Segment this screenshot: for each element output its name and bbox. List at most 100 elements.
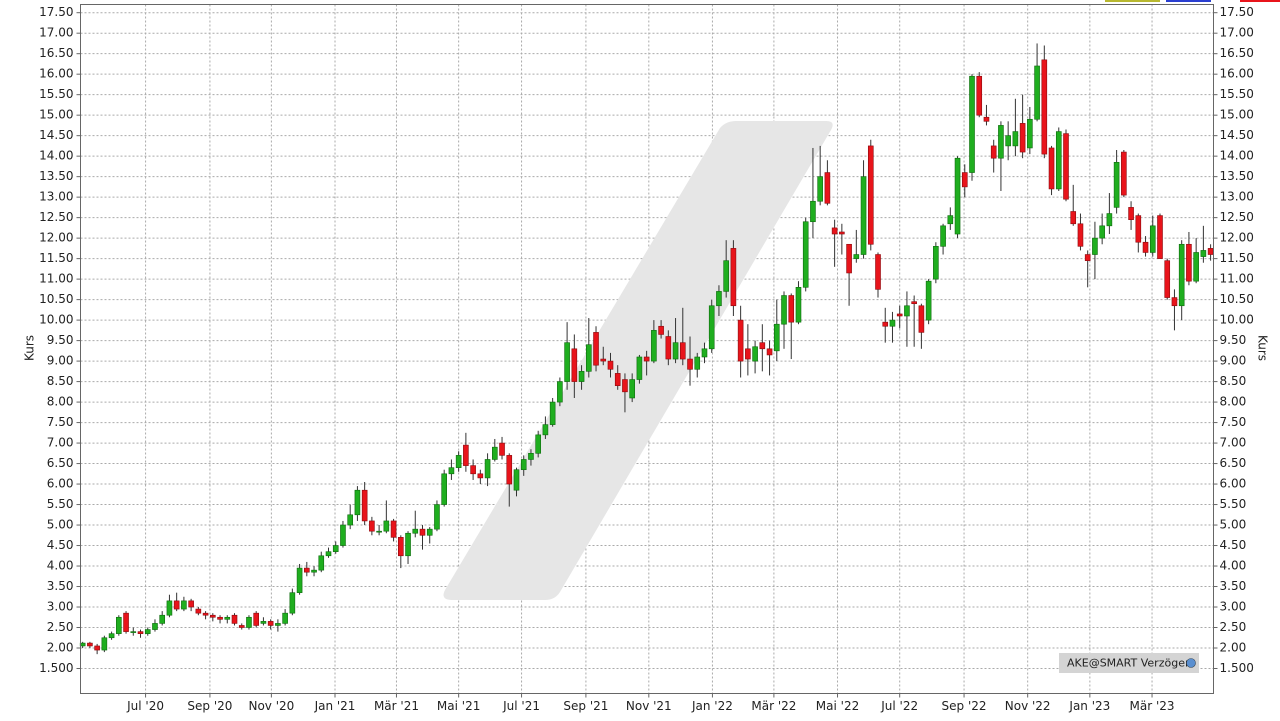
y-tick-label: 15.00 [39, 108, 73, 122]
candle-body [788, 295, 795, 323]
candle-body [542, 424, 549, 436]
y-tick-label: 11.00 [39, 272, 73, 286]
y-tick-label: 17.50 [39, 5, 73, 19]
candle-body [578, 371, 585, 382]
y-axis-label: Kurs [23, 335, 37, 361]
y2-tick-label: 7.50 [1220, 415, 1247, 429]
candle-body [470, 465, 476, 475]
candle-body [1041, 59, 1048, 155]
candle-body [463, 444, 469, 466]
candle-body [289, 592, 296, 614]
y-tick-label: 4.50 [47, 538, 74, 552]
x-tick-label: Jul '20 [126, 699, 164, 713]
axes: 1.500 1.500 2.00 2.00 2.50 2.50 3.00 3.00 3.50 3.… [39, 5, 1254, 713]
x-tick-label: Jan '21 [314, 699, 356, 713]
candle-body [296, 567, 303, 593]
candle-body [202, 612, 209, 616]
candle-body [889, 319, 896, 327]
candle-body [1149, 225, 1156, 253]
candle-body [412, 528, 419, 534]
candle-body [896, 313, 903, 317]
candle-body [1113, 162, 1120, 208]
candle-body [506, 455, 513, 485]
candle-body [318, 555, 325, 571]
candle-body [773, 323, 780, 352]
y2-tick-label: 7.00 [1220, 436, 1247, 450]
candle-body [940, 225, 946, 247]
y-tick-label: 14.50 [39, 128, 73, 142]
y2-tick-label: 14.50 [1220, 128, 1254, 142]
candle-body [1186, 243, 1192, 282]
candle-body [390, 520, 397, 538]
y2-axis-label: Kurs [1256, 335, 1270, 361]
y2-tick-label: 8.00 [1220, 395, 1247, 409]
candle-body [253, 612, 259, 626]
candle-body [325, 551, 332, 557]
candle-body [1092, 237, 1098, 255]
candles [79, 43, 1214, 655]
y2-tick-label: 5.50 [1220, 497, 1247, 511]
candle-body [195, 608, 202, 614]
y-tick-label: 2.00 [47, 641, 74, 655]
candle-body [1142, 241, 1149, 253]
candle-body [976, 75, 983, 116]
x-tick-label: Jan '22 [691, 699, 733, 713]
candle-body [499, 442, 505, 456]
candle-body [1048, 147, 1055, 190]
candle-body [1207, 248, 1214, 255]
candle-body [376, 530, 382, 533]
candle-body [484, 459, 491, 479]
candle-body [1121, 151, 1127, 196]
candle-body [875, 254, 881, 290]
candle-body [1019, 123, 1026, 153]
candle-body [332, 545, 339, 552]
candle-body [1063, 133, 1069, 200]
candle-body [426, 528, 433, 536]
grid [80, 4, 1214, 694]
y2-tick-label: 3.00 [1220, 600, 1247, 614]
legend-swatch [1166, 0, 1211, 2]
candle-body [1178, 243, 1185, 307]
x-tick-label: Nov '22 [1005, 699, 1051, 713]
y-tick-label: 8.50 [47, 374, 74, 388]
candle-body [1077, 223, 1084, 247]
candle-body [781, 295, 787, 325]
y-tick-label: 3.50 [47, 579, 74, 593]
candle-body [1171, 297, 1178, 307]
legend-swatch [1105, 0, 1160, 2]
candle-body [275, 623, 281, 626]
y2-tick-label: 6.00 [1220, 477, 1247, 491]
y2-tick-label: 4.50 [1220, 538, 1247, 552]
y-tick-label: 12.00 [39, 231, 73, 245]
candle-body [217, 616, 223, 620]
candle-body [600, 358, 607, 362]
candle-body [361, 489, 368, 522]
candle-body [593, 332, 599, 366]
y-tick-label: 2.50 [47, 620, 74, 634]
globe-icon [1186, 658, 1196, 668]
candle-body [651, 330, 657, 362]
candle-body [1055, 131, 1062, 190]
candle-body [1084, 254, 1091, 261]
candle-body [961, 172, 968, 188]
y-tick-label: 6.00 [47, 477, 74, 491]
candle-body [585, 344, 592, 372]
x-tick-label: Jan '23 [1068, 699, 1110, 713]
candle-body [983, 116, 990, 122]
candle-body [925, 280, 932, 321]
y-tick-label: 9.50 [47, 333, 74, 347]
y-tick-label: 7.50 [47, 415, 74, 429]
candle-body [737, 319, 744, 362]
y-tick-label: 4.00 [47, 559, 74, 573]
y-tick-label: 9.00 [47, 354, 74, 368]
candle-body [745, 348, 751, 360]
y-tick-label: 13.50 [39, 169, 73, 183]
candle-body [1193, 252, 1199, 282]
legend-swatch [1240, 0, 1280, 2]
candle-body [1164, 260, 1171, 298]
candle-body [94, 645, 100, 651]
candle-body [839, 231, 845, 235]
source-badge [1059, 653, 1199, 673]
candle-body [116, 616, 122, 634]
y2-tick-label: 1.500 [1220, 661, 1254, 675]
